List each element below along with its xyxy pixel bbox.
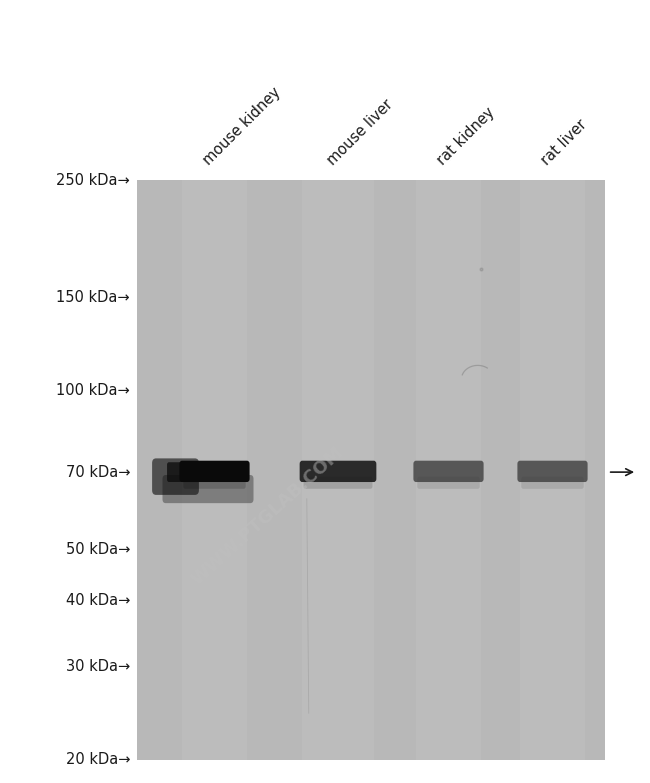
Text: 250 kDa→: 250 kDa→ — [57, 172, 130, 188]
Text: 50 kDa→: 50 kDa→ — [66, 542, 130, 557]
Bar — [416, 180, 481, 760]
Bar — [160, 180, 581, 760]
Bar — [183, 180, 558, 760]
Bar — [302, 180, 374, 760]
FancyBboxPatch shape — [300, 460, 376, 482]
Bar — [324, 180, 417, 760]
Bar — [347, 180, 394, 760]
FancyBboxPatch shape — [304, 477, 372, 489]
Bar — [136, 180, 604, 760]
FancyBboxPatch shape — [521, 477, 584, 489]
Text: 40 kDa→: 40 kDa→ — [66, 593, 130, 608]
Bar — [230, 180, 511, 760]
Text: mouse liver: mouse liver — [324, 97, 395, 168]
Bar — [136, 180, 604, 760]
Text: 150 kDa→: 150 kDa→ — [57, 290, 130, 305]
FancyBboxPatch shape — [183, 477, 246, 489]
Text: mouse kidney: mouse kidney — [201, 85, 284, 168]
Text: 100 kDa→: 100 kDa→ — [57, 383, 130, 398]
Bar — [277, 180, 464, 760]
Bar — [300, 180, 441, 760]
Text: 20 kDa→: 20 kDa→ — [66, 752, 130, 767]
Bar — [254, 180, 488, 760]
FancyBboxPatch shape — [162, 475, 254, 503]
Text: rat kidney: rat kidney — [435, 105, 498, 168]
FancyBboxPatch shape — [417, 477, 480, 489]
Bar — [182, 180, 247, 760]
Bar — [520, 180, 585, 760]
FancyBboxPatch shape — [413, 460, 484, 482]
FancyBboxPatch shape — [179, 460, 250, 482]
Text: WWW.PTGLAB.COM: WWW.PTGLAB.COM — [188, 443, 347, 589]
Text: 30 kDa→: 30 kDa→ — [66, 659, 130, 674]
FancyBboxPatch shape — [167, 462, 190, 482]
FancyBboxPatch shape — [517, 460, 588, 482]
FancyBboxPatch shape — [152, 458, 199, 495]
Text: rat liver: rat liver — [539, 117, 590, 168]
Bar — [207, 180, 534, 760]
Text: 70 kDa→: 70 kDa→ — [66, 464, 130, 480]
